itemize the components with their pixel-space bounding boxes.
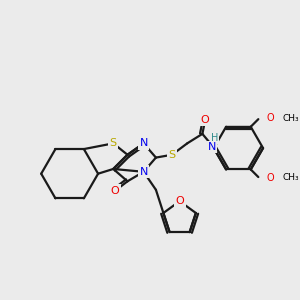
- Text: O: O: [175, 196, 184, 206]
- Text: O: O: [111, 186, 119, 196]
- Text: N: N: [140, 138, 148, 148]
- Text: N: N: [208, 142, 216, 152]
- Text: CH₃: CH₃: [282, 114, 298, 123]
- Text: O: O: [267, 173, 274, 183]
- Text: N: N: [140, 167, 148, 177]
- Text: S: S: [110, 138, 117, 148]
- Text: O: O: [201, 115, 210, 125]
- Text: CH₃: CH₃: [282, 173, 298, 182]
- Text: S: S: [169, 150, 176, 160]
- Text: O: O: [267, 113, 274, 123]
- Text: H: H: [211, 133, 218, 143]
